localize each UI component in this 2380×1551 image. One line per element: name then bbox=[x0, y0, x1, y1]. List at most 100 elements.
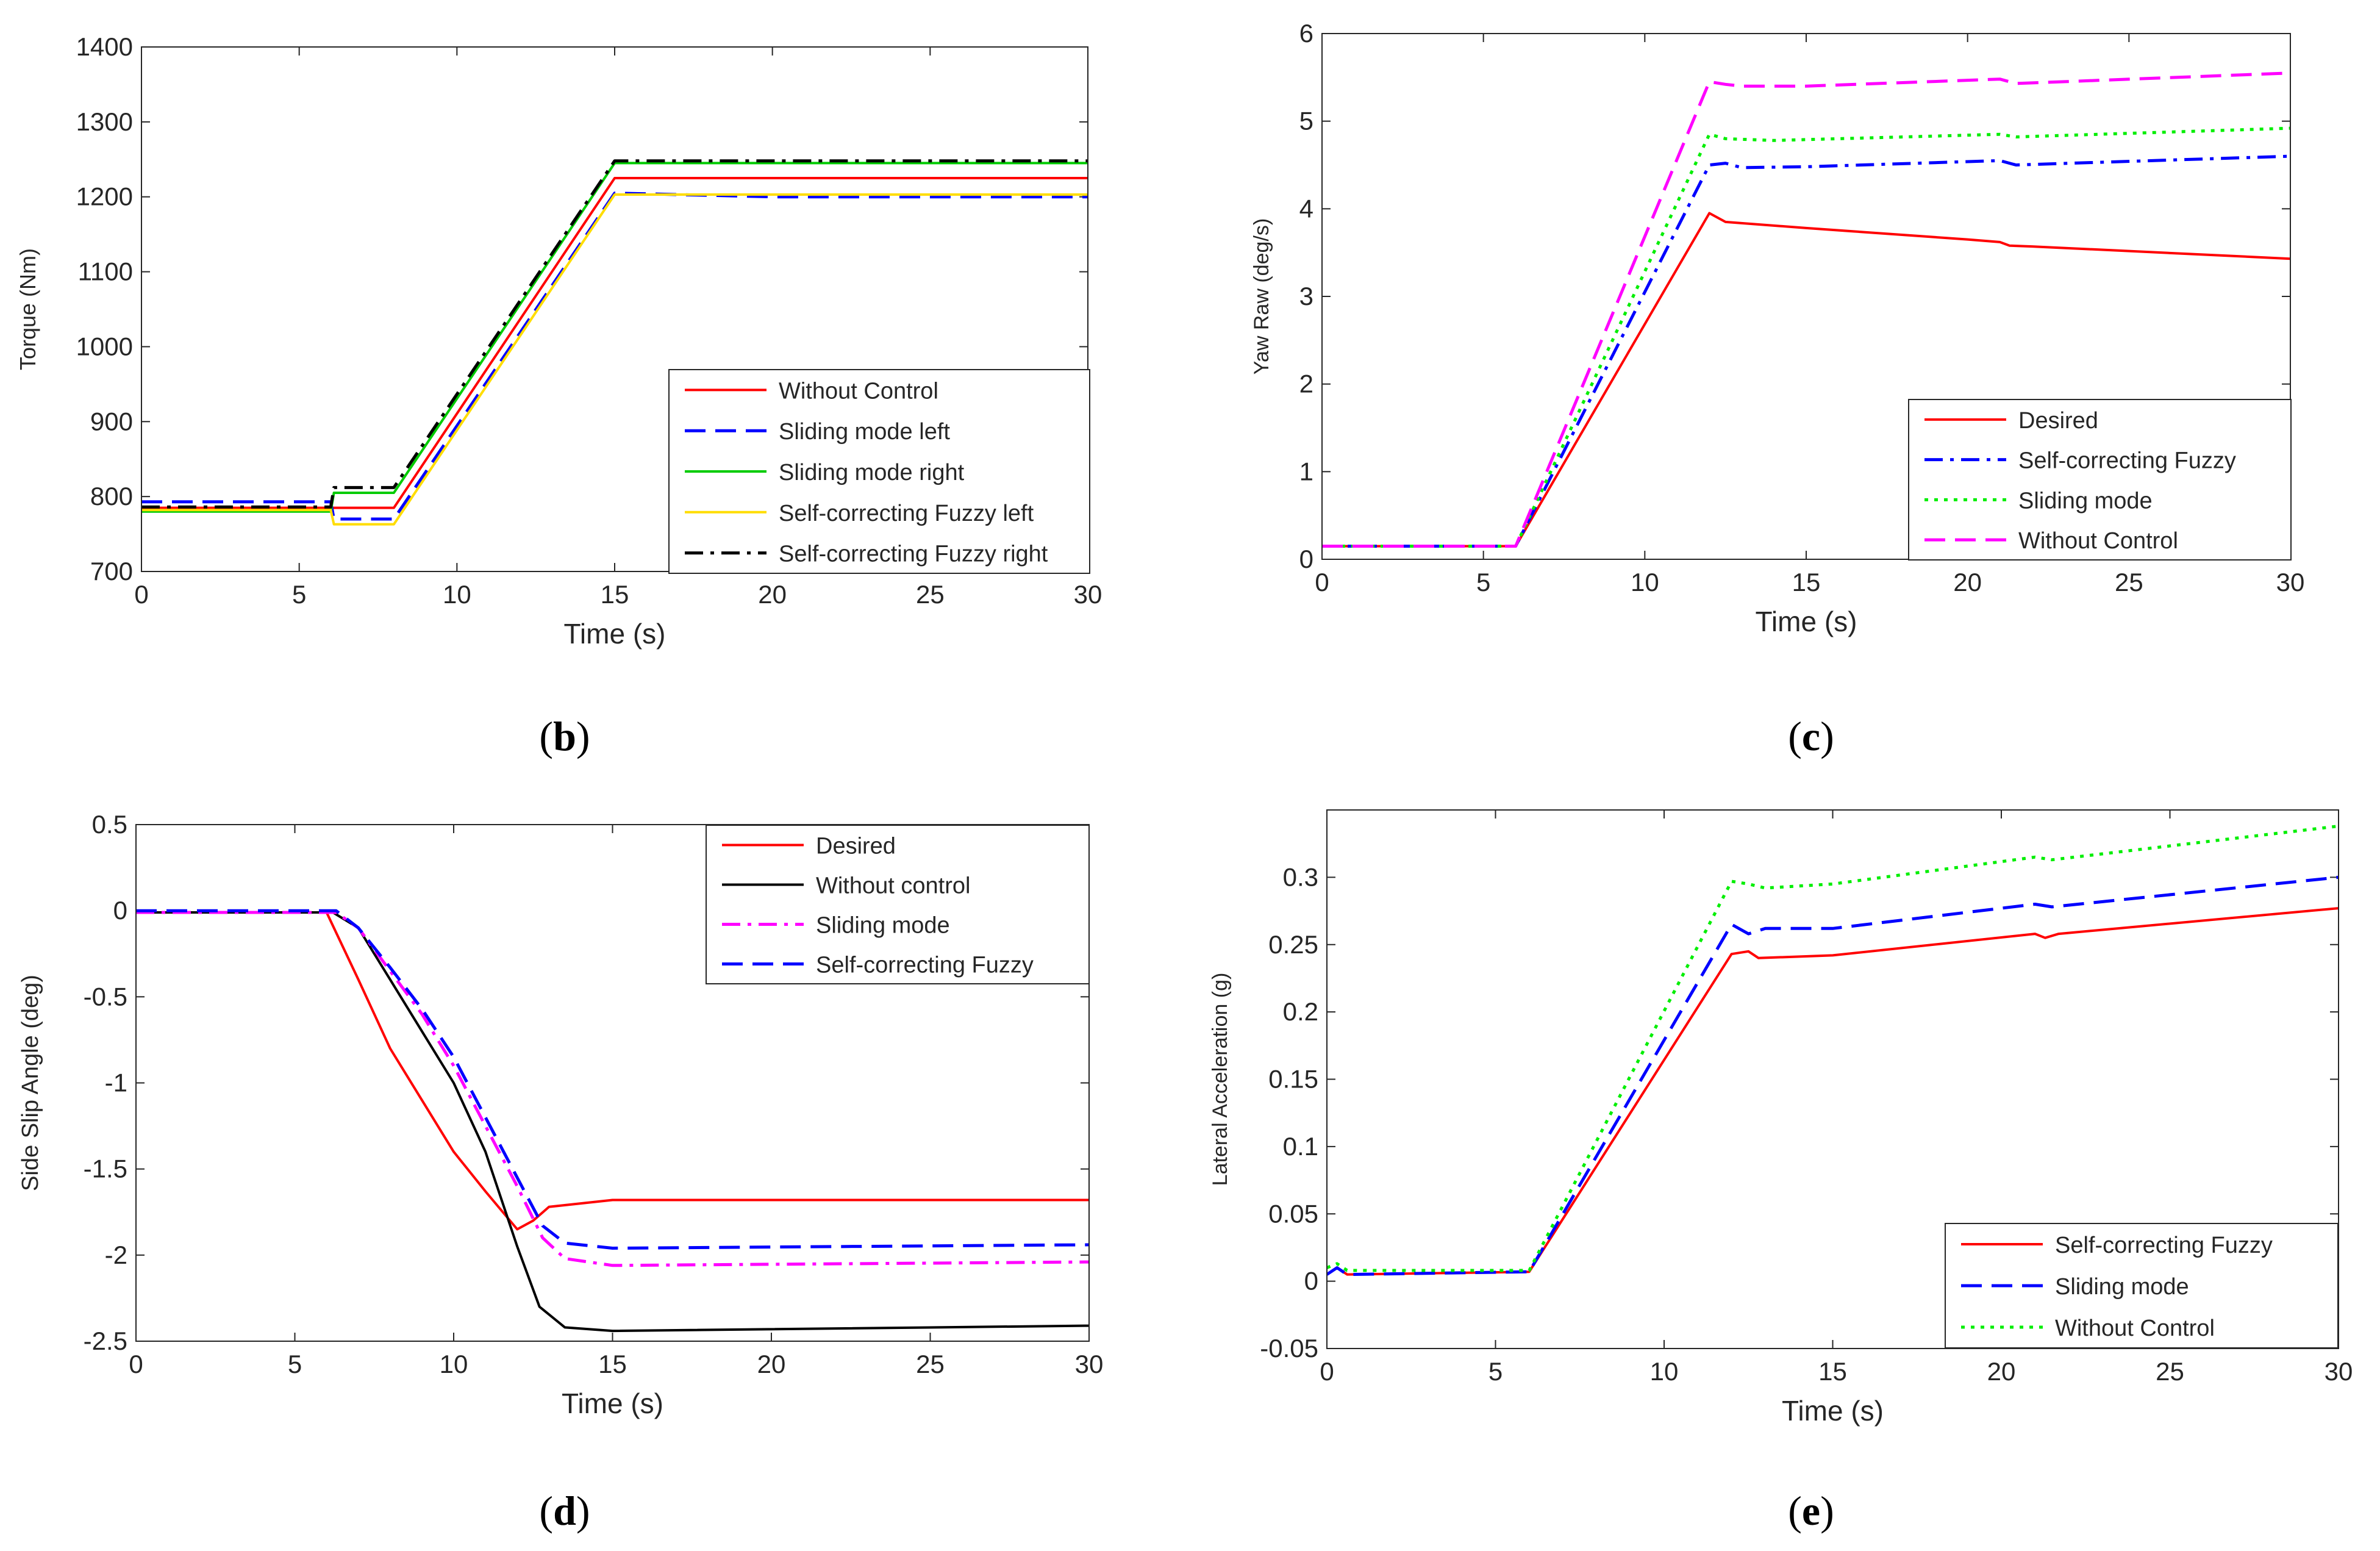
legend-label: Desired bbox=[2018, 408, 2098, 434]
legend-label: Sliding mode left bbox=[779, 419, 950, 445]
series-group bbox=[1327, 825, 2339, 1277]
x-tick-label: 30 bbox=[2276, 568, 2305, 596]
y-tick-label: 0.15 bbox=[1268, 1065, 1318, 1094]
x-tick-label: 30 bbox=[1074, 580, 1102, 609]
y-tick-label: -1.5 bbox=[84, 1155, 127, 1183]
y-tick-label: -2.5 bbox=[84, 1327, 127, 1355]
y-axis-label: Torque (Nm) bbox=[15, 248, 40, 370]
y-tick-label: -2 bbox=[105, 1241, 127, 1269]
x-tick-label: 0 bbox=[129, 1350, 143, 1378]
x-tick-label: 0 bbox=[1315, 568, 1329, 596]
x-tick-label: 25 bbox=[916, 580, 945, 609]
y-tick-label: 2 bbox=[1299, 370, 1313, 398]
panel-label-e: (e) bbox=[1788, 1488, 1834, 1534]
x-tick-label: 25 bbox=[2156, 1357, 2184, 1386]
x-tick-label: 15 bbox=[598, 1350, 627, 1378]
y-tick-label: 1100 bbox=[78, 257, 133, 286]
series-line-2 bbox=[1322, 154, 2290, 548]
x-tick-label: 5 bbox=[292, 580, 306, 609]
x-tick-label: 20 bbox=[1987, 1357, 2016, 1386]
y-axis-label: Side Slip Angle (deg) bbox=[18, 975, 43, 1191]
legend-label: Sliding mode bbox=[2018, 488, 2153, 514]
y-tick-label: 1000 bbox=[76, 332, 133, 360]
y-tick-label: 5 bbox=[1299, 107, 1313, 135]
x-tick-label: 15 bbox=[1818, 1357, 1847, 1386]
y-tick-label: 0.05 bbox=[1268, 1199, 1318, 1228]
x-tick-label: 30 bbox=[2325, 1357, 2353, 1386]
y-tick-label: 900 bbox=[90, 407, 133, 435]
x-tick-label: 20 bbox=[757, 1350, 786, 1378]
x-tick-label: 15 bbox=[1792, 568, 1821, 596]
y-tick-label: -1 bbox=[105, 1069, 127, 1097]
legend-label: Sliding mode right bbox=[779, 460, 965, 485]
panel-label-b: (b) bbox=[539, 713, 590, 759]
legend-label: Without control bbox=[816, 873, 970, 899]
y-tick-label: 0.2 bbox=[1283, 997, 1318, 1026]
x-tick-label: 10 bbox=[1631, 568, 1659, 596]
legend-label: Self-correcting Fuzzy left bbox=[779, 501, 1034, 526]
legend-label: Sliding mode bbox=[2055, 1274, 2189, 1300]
series-line-5 bbox=[141, 159, 1088, 509]
y-tick-label: 700 bbox=[90, 557, 133, 586]
y-tick-label: 1300 bbox=[76, 107, 133, 136]
panel-label-d: (d) bbox=[539, 1488, 590, 1534]
y-tick-label: -0.5 bbox=[84, 982, 127, 1011]
x-tick-label: 10 bbox=[443, 580, 471, 609]
y-tick-label: 0 bbox=[113, 896, 127, 925]
series-line-4 bbox=[141, 193, 1088, 526]
x-tick-label: 5 bbox=[1488, 1357, 1503, 1386]
panel-label-c: (c) bbox=[1788, 713, 1834, 759]
series-line-1 bbox=[1327, 907, 2339, 1276]
series-group bbox=[136, 909, 1089, 1333]
axes-frame bbox=[135, 824, 1090, 1342]
x-tick-label: 5 bbox=[288, 1350, 302, 1378]
y-tick-label: 4 bbox=[1299, 194, 1313, 223]
y-tick-label: 1200 bbox=[76, 182, 133, 211]
x-tick-label: 10 bbox=[440, 1350, 468, 1378]
y-tick-label: 0.1 bbox=[1283, 1132, 1318, 1161]
y-tick-label: 0.25 bbox=[1268, 930, 1318, 959]
chart-b: 0 5 10 15 20 25 30 700 800 900 1000 1100 1200 1300 140… bbox=[15, 32, 1102, 650]
series-line-1 bbox=[1322, 212, 2290, 548]
y-tick-label: 0 bbox=[1299, 545, 1313, 573]
x-axis-label: Time (s) bbox=[564, 618, 666, 650]
y-tick-label: 1400 bbox=[76, 32, 133, 61]
axes-frame bbox=[1326, 809, 2339, 1349]
legend-box bbox=[1908, 399, 2292, 561]
legend-label: Self-correcting Fuzzy bbox=[2018, 448, 2236, 474]
chart-e: 0 5 10 15 20 25 30-0.0500.050.10.150.20.250.3T… bbox=[1209, 809, 2353, 1427]
series-line-3 bbox=[141, 162, 1088, 513]
axes-frame bbox=[1321, 33, 2291, 560]
x-tick-label: 5 bbox=[1476, 568, 1490, 596]
y-axis-label: Lateral Acceleration (g) bbox=[1209, 973, 1232, 1186]
y-tick-label: 800 bbox=[90, 482, 133, 510]
x-tick-label: 20 bbox=[758, 580, 787, 609]
y-tick-label: 1 bbox=[1299, 457, 1313, 485]
y-tick-label: 0.3 bbox=[1283, 862, 1318, 891]
legend-label: Self-correcting Fuzzy right bbox=[779, 542, 1048, 567]
y-tick-label: 0.5 bbox=[92, 810, 127, 839]
x-tick-label: 25 bbox=[2115, 568, 2143, 596]
x-tick-label: 20 bbox=[1953, 568, 1982, 596]
axes-frame bbox=[141, 46, 1088, 572]
x-tick-label: 0 bbox=[134, 580, 148, 609]
legend-box bbox=[706, 825, 1090, 984]
legend-label: Sliding mode bbox=[816, 913, 950, 939]
series-line-1 bbox=[136, 911, 1089, 1231]
series-group bbox=[141, 159, 1088, 526]
x-tick-label: 0 bbox=[1320, 1357, 1334, 1386]
x-tick-label: 15 bbox=[601, 580, 629, 609]
x-tick-label: 30 bbox=[1075, 1350, 1104, 1378]
chart-c: 0 5 10 15 20 25 30 0 1 2 3 4 5 6 Time (s) Yaw Raw (deg/… bbox=[1250, 19, 2304, 637]
y-tick-label: -0.05 bbox=[1260, 1334, 1318, 1363]
series-group bbox=[1322, 71, 2290, 548]
legend-label: Self-correcting Fuzzy bbox=[2055, 1233, 2273, 1258]
legend-label: Without Control bbox=[2018, 528, 2178, 554]
series-line-4 bbox=[136, 909, 1089, 1250]
x-axis-label: Time (s) bbox=[562, 1388, 663, 1419]
y-tick-label: 3 bbox=[1299, 282, 1313, 310]
y-axis-label: Yaw Raw (deg/s) bbox=[1250, 218, 1273, 374]
y-tick-label: 0 bbox=[1304, 1267, 1318, 1295]
chart-d: 0 5 10 15 20 25 30 -2.5 -2 -1.5 -1 -0.5 0 0.5 Time (s)… bbox=[18, 810, 1103, 1419]
